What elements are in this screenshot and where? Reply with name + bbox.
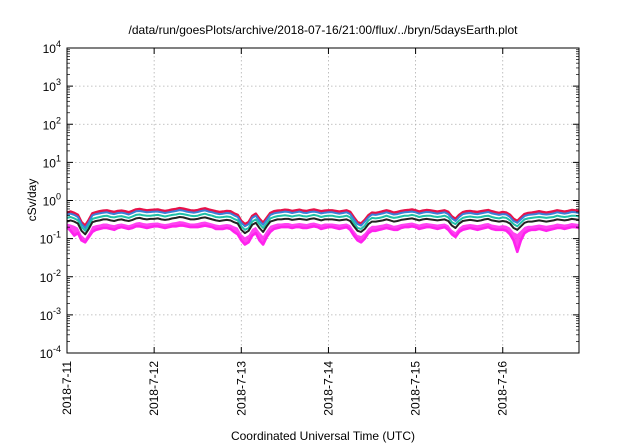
y-tick-label: 102 <box>43 115 61 132</box>
x-tick-label: 2018-7-14 <box>321 361 335 416</box>
series-line-5 <box>66 224 580 254</box>
x-tick-label: 2018-7-16 <box>496 361 510 416</box>
series-line-1 <box>66 206 580 227</box>
x-tick-label: 2018-7-12 <box>147 361 161 416</box>
series-line-4 <box>66 216 580 236</box>
x-axis-ticks: 2018-7-11 2018-7-12 2018-7-13 2018-7-14 2018… <box>60 48 510 416</box>
y-tick-label: 10-1 <box>40 230 61 247</box>
x-tick-label: 2018-7-13 <box>234 361 248 416</box>
x-tick-label: 2018-7-15 <box>409 361 423 416</box>
y-tick-label: 101 <box>43 153 61 170</box>
y-axis-ticks: 10-4 10-3 10-2 10-1 100 101 102 103 104 <box>40 39 579 361</box>
series-line-3 <box>66 212 580 232</box>
y-tick-label: 10-2 <box>40 268 61 285</box>
y-tick-label: 100 <box>43 192 61 209</box>
data-series <box>66 206 580 254</box>
y-tick-label: 104 <box>43 39 61 56</box>
y-tick-label: 103 <box>43 77 61 94</box>
x-tick-label: 2018-7-11 <box>60 361 74 415</box>
chart-title: /data/run/goesPlots/archive/2018-07-16/2… <box>129 23 519 37</box>
y-tick-label: 10-4 <box>40 344 61 361</box>
y-axis-label: cSv/day <box>25 179 39 222</box>
series-band <box>67 221 579 252</box>
x-axis-label: Coordinated Universal Time (UTC) <box>231 429 415 443</box>
y-tick-label: 10-3 <box>40 306 61 323</box>
grid-lines <box>67 48 579 353</box>
series-line-2 <box>66 209 580 229</box>
